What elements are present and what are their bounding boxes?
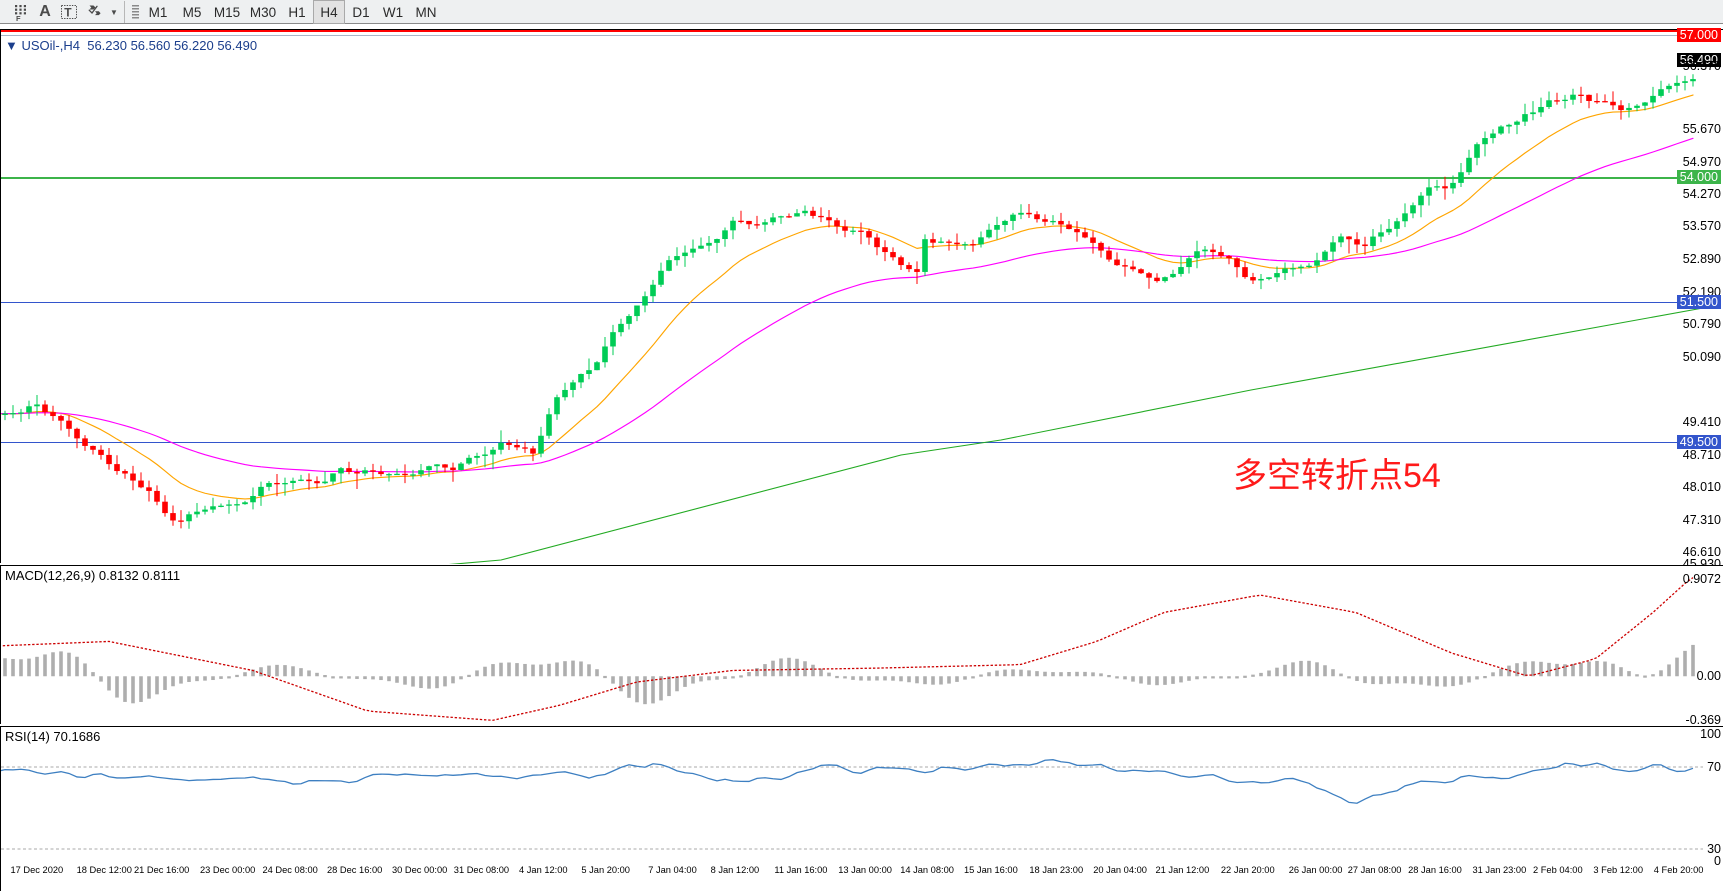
- svg-text:T: T: [64, 5, 72, 19]
